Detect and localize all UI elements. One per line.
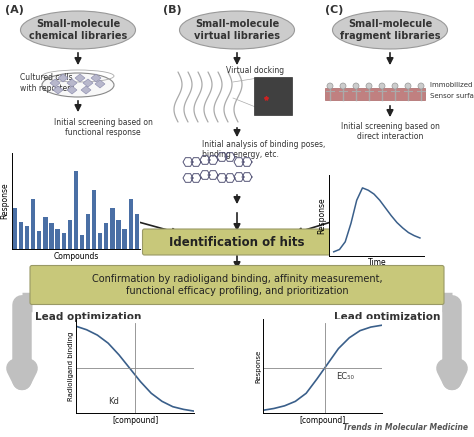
FancyBboxPatch shape (30, 266, 444, 305)
X-axis label: [compound]: [compound] (299, 416, 346, 425)
Polygon shape (83, 79, 93, 87)
Bar (31, 199, 35, 249)
Bar (135, 214, 139, 249)
Polygon shape (50, 79, 60, 87)
Polygon shape (53, 86, 63, 94)
Polygon shape (95, 80, 105, 88)
X-axis label: Time: Time (367, 258, 386, 267)
X-axis label: [compound]: [compound] (112, 416, 158, 425)
Text: Small-molecule
fragment libraries: Small-molecule fragment libraries (340, 19, 440, 41)
Text: Lead optimization: Lead optimization (334, 312, 440, 322)
Text: Initial screening based on
functional response: Initial screening based on functional re… (54, 118, 153, 137)
Text: Trends in Molecular Medicine: Trends in Molecular Medicine (343, 423, 468, 432)
Circle shape (353, 83, 359, 89)
Text: Lead optimization: Lead optimization (35, 312, 141, 322)
Bar (80, 236, 84, 249)
Polygon shape (75, 74, 85, 82)
Ellipse shape (180, 11, 294, 49)
FancyBboxPatch shape (143, 229, 331, 255)
Polygon shape (58, 74, 68, 82)
Circle shape (392, 83, 398, 89)
Text: Identification of hits: Identification of hits (169, 236, 305, 249)
Circle shape (327, 83, 333, 89)
Bar (86, 214, 90, 249)
Text: Sensor surface: Sensor surface (430, 93, 474, 99)
Bar (43, 217, 47, 249)
Bar (55, 229, 60, 249)
Text: Virtual docking: Virtual docking (226, 66, 284, 75)
Bar (104, 223, 109, 249)
Y-axis label: Radioligand binding: Radioligand binding (68, 331, 74, 401)
Bar (98, 232, 102, 249)
Bar (37, 231, 41, 249)
Ellipse shape (42, 73, 114, 97)
Text: Small-molecule
virtual libraries: Small-molecule virtual libraries (194, 19, 280, 41)
Text: (C): (C) (325, 5, 343, 15)
Text: Initial screening based on
direct interaction: Initial screening based on direct intera… (340, 122, 439, 142)
Text: EC₅₀: EC₅₀ (336, 372, 354, 381)
Text: Kd: Kd (109, 397, 119, 406)
Bar (49, 223, 54, 249)
Text: (B): (B) (163, 5, 182, 15)
Polygon shape (81, 86, 91, 94)
Text: Confirmation by radioligand binding, affinity measurement,
functional efficacy p: Confirmation by radioligand binding, aff… (91, 274, 383, 296)
Bar (325, 88, 425, 100)
Bar (19, 222, 23, 249)
Bar (74, 171, 78, 249)
Circle shape (379, 83, 385, 89)
Bar (25, 226, 29, 249)
Text: Immobilized GPCR: Immobilized GPCR (430, 82, 474, 88)
Bar (68, 220, 72, 249)
Y-axis label: Response: Response (0, 183, 9, 219)
Circle shape (405, 83, 411, 89)
Text: (A): (A) (5, 5, 24, 15)
Bar (128, 199, 133, 249)
Circle shape (418, 83, 424, 89)
Text: Initial analysis of binding poses,
binding energy, etc.: Initial analysis of binding poses, bindi… (202, 140, 325, 160)
Bar (92, 190, 96, 249)
Bar (13, 208, 17, 249)
Circle shape (366, 83, 372, 89)
Bar (122, 229, 127, 249)
Polygon shape (91, 74, 101, 82)
Ellipse shape (20, 11, 136, 49)
Polygon shape (67, 79, 77, 87)
Bar (110, 208, 115, 249)
Y-axis label: Response: Response (318, 197, 327, 233)
X-axis label: Compounds: Compounds (53, 252, 99, 261)
Y-axis label: Response: Response (255, 349, 262, 383)
FancyBboxPatch shape (254, 77, 292, 115)
Ellipse shape (332, 11, 447, 49)
Text: Cultured cells
with reporters: Cultured cells with reporters (20, 73, 74, 93)
Polygon shape (67, 86, 77, 94)
Bar (117, 220, 120, 249)
Bar (62, 232, 66, 249)
Circle shape (340, 83, 346, 89)
Text: Small-molecule
chemical libraries: Small-molecule chemical libraries (29, 19, 127, 41)
